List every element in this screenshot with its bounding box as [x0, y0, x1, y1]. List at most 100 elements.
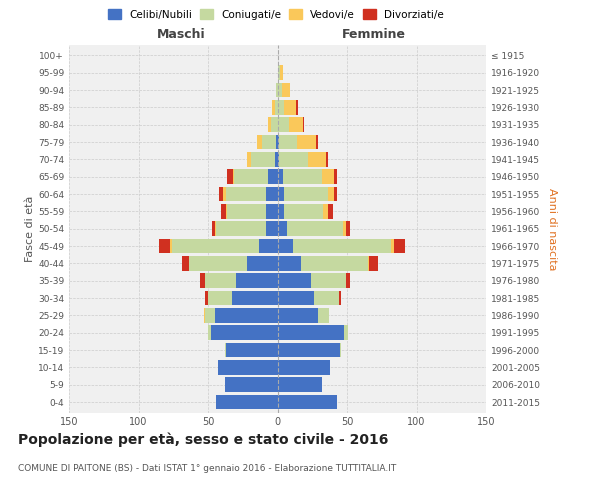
Bar [223, 186, 226, 202]
Bar [275, 152, 277, 167]
Bar [302, 118, 304, 132]
Bar [266, 204, 277, 219]
Y-axis label: Fasce di età: Fasce di età [25, 196, 35, 262]
Bar [226, 204, 227, 219]
Bar [289, 118, 302, 132]
Bar [233, 170, 235, 184]
Bar [226, 186, 266, 202]
Bar [368, 256, 369, 271]
Bar [281, 82, 290, 98]
Bar [277, 118, 289, 132]
Bar [217, 394, 277, 409]
Bar [226, 342, 277, 357]
Bar [287, 222, 343, 236]
Bar [170, 238, 172, 254]
Bar [283, 170, 322, 184]
Bar [268, 118, 271, 132]
Bar [205, 308, 215, 323]
Bar [224, 342, 226, 357]
Bar [279, 152, 308, 167]
Bar [326, 152, 328, 167]
Bar [262, 134, 276, 150]
Bar [215, 308, 277, 323]
Legend: Celibi/Nubili, Coniugati/e, Vedovi/e, Divorziati/e: Celibi/Nubili, Coniugati/e, Vedovi/e, Di… [104, 5, 448, 24]
Bar [277, 186, 284, 202]
Bar [280, 66, 283, 80]
Bar [346, 222, 350, 236]
Bar [277, 378, 322, 392]
Bar [211, 326, 277, 340]
Bar [346, 274, 350, 288]
Bar [224, 378, 277, 392]
Bar [284, 100, 296, 115]
Bar [172, 238, 259, 254]
Text: Maschi: Maschi [157, 28, 206, 42]
Bar [208, 290, 232, 306]
Bar [247, 256, 277, 271]
Bar [277, 100, 284, 115]
Bar [271, 118, 277, 132]
Bar [277, 152, 279, 167]
Bar [266, 222, 277, 236]
Bar [276, 134, 277, 150]
Bar [272, 100, 275, 115]
Bar [318, 308, 329, 323]
Bar [284, 186, 328, 202]
Bar [311, 274, 346, 288]
Bar [247, 152, 251, 167]
Bar [344, 326, 349, 340]
Bar [188, 256, 247, 271]
Bar [215, 222, 217, 236]
Bar [277, 360, 331, 375]
Bar [266, 186, 277, 202]
Bar [301, 256, 368, 271]
Bar [251, 152, 275, 167]
Bar [277, 66, 280, 80]
Bar [235, 170, 268, 184]
Bar [277, 238, 293, 254]
Bar [277, 222, 287, 236]
Y-axis label: Anni di nascita: Anni di nascita [547, 188, 557, 270]
Bar [232, 290, 277, 306]
Bar [334, 170, 337, 184]
Bar [205, 274, 236, 288]
Bar [316, 134, 318, 150]
Bar [277, 394, 337, 409]
Bar [394, 238, 406, 254]
Bar [208, 326, 211, 340]
Bar [277, 170, 283, 184]
Bar [328, 186, 334, 202]
Bar [277, 274, 311, 288]
Bar [182, 256, 188, 271]
Bar [308, 152, 326, 167]
Bar [277, 134, 279, 150]
Bar [322, 170, 334, 184]
Bar [268, 170, 277, 184]
Bar [217, 222, 266, 236]
Bar [277, 342, 340, 357]
Bar [277, 82, 281, 98]
Bar [277, 308, 318, 323]
Bar [279, 134, 297, 150]
Bar [205, 290, 208, 306]
Bar [334, 186, 337, 202]
Bar [218, 360, 277, 375]
Text: COMUNE DI PAITONE (BS) - Dati ISTAT 1° gennaio 2016 - Elaborazione TUTTITALIA.IT: COMUNE DI PAITONE (BS) - Dati ISTAT 1° g… [18, 464, 396, 473]
Text: Popolazione per età, sesso e stato civile - 2016: Popolazione per età, sesso e stato civil… [18, 432, 388, 447]
Bar [277, 326, 344, 340]
Bar [284, 204, 323, 219]
Bar [236, 274, 277, 288]
Bar [369, 256, 377, 271]
Bar [227, 204, 266, 219]
Bar [259, 238, 277, 254]
Bar [277, 256, 301, 271]
Bar [219, 186, 223, 202]
Bar [338, 290, 341, 306]
Bar [276, 82, 277, 98]
Bar [343, 222, 346, 236]
Bar [221, 204, 226, 219]
Bar [200, 274, 205, 288]
Bar [275, 100, 277, 115]
Bar [212, 222, 215, 236]
Bar [227, 170, 233, 184]
